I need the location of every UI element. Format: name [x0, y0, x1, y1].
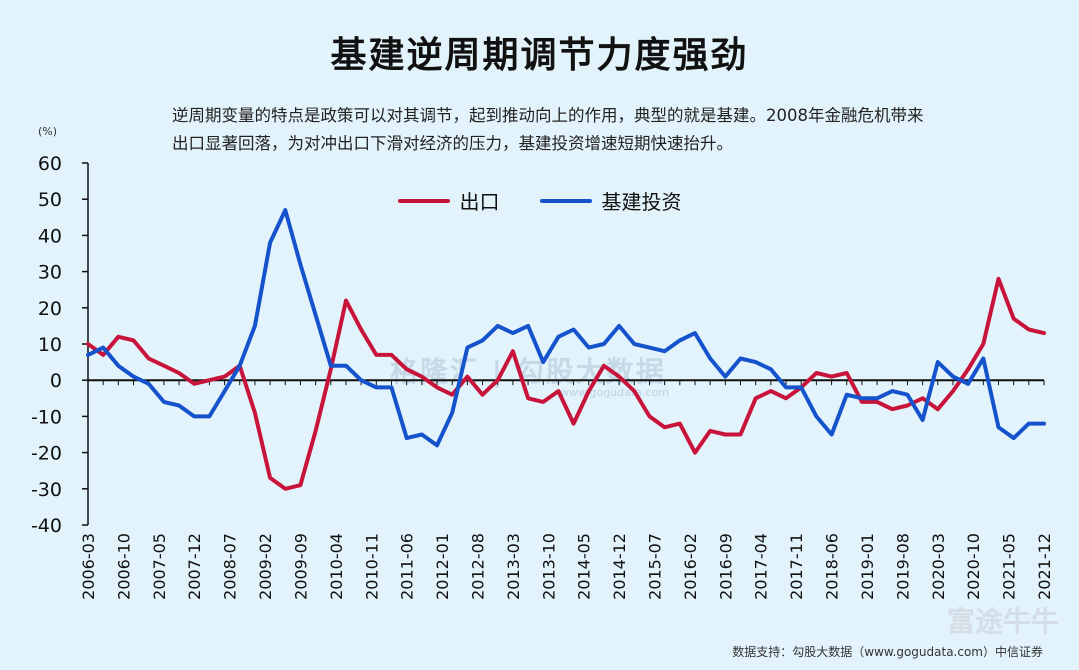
- x-tick-label: 2006-10: [114, 533, 133, 600]
- x-tick-label: 2011-06: [398, 533, 417, 600]
- watermark-corner: 富途牛牛: [946, 605, 1059, 638]
- y-axis-unit: (%): [38, 125, 58, 138]
- x-tick-label: 2010-04: [327, 533, 346, 600]
- y-tick-label: -10: [31, 406, 62, 428]
- x-tick-label: 2020-03: [929, 533, 948, 600]
- legend-label-infra: 基建投资: [601, 190, 682, 214]
- y-tick-label: -40: [31, 515, 62, 537]
- x-tick-label: 2009-09: [291, 533, 310, 600]
- y-tick-label: 60: [38, 153, 62, 175]
- x-tick-label: 2019-08: [893, 533, 912, 600]
- x-tick-label: 2016-09: [716, 533, 735, 600]
- legend-swatch-export: [397, 198, 450, 203]
- y-tick-label: 40: [38, 225, 62, 247]
- y-tick-label: 50: [38, 189, 62, 211]
- y-tick-label: 30: [38, 262, 62, 284]
- watermark-center: 格隆汇 | 勾股大数据: [390, 355, 666, 388]
- x-tick-label: 2013-10: [539, 533, 558, 600]
- legend-item-export[interactable]: 出口: [397, 186, 500, 215]
- y-tick-label: -20: [31, 443, 62, 465]
- x-tick-label: 2006-03: [79, 533, 98, 600]
- x-tick-label: 2014-05: [575, 533, 594, 600]
- x-tick-label: 2019-01: [858, 533, 877, 600]
- x-tick-label: 2007-12: [185, 533, 204, 600]
- x-tick-label: 2018-06: [823, 533, 842, 600]
- x-tick-label: 2015-07: [646, 533, 665, 600]
- legend-swatch-infra: [539, 198, 592, 203]
- x-tick-label: 2013-03: [504, 533, 523, 600]
- series-line-infra: [86, 208, 1046, 448]
- x-tick-label: 2016-02: [681, 533, 700, 600]
- x-tick-label: 2020-10: [964, 533, 983, 600]
- x-tick-label: 2021-05: [1000, 533, 1019, 600]
- y-tick-label: 0: [50, 370, 62, 392]
- y-tick-label: -30: [31, 479, 62, 501]
- x-tick-label: 2017-04: [752, 533, 771, 600]
- y-tick-label: 10: [38, 334, 62, 356]
- source-footer: 数据支持：勾股大数据（www.gogudata.com）中信证券: [732, 645, 1043, 659]
- chart-legend: 出口 基建投资: [0, 186, 1079, 215]
- x-tick-label: 2007-05: [150, 533, 169, 600]
- x-tick-label: 2012-01: [433, 533, 452, 600]
- x-tick-label: 2009-02: [256, 533, 275, 600]
- x-tick-label: 2010-11: [362, 533, 381, 600]
- page-title: 基建逆周期调节力度强劲: [330, 35, 749, 76]
- series-line-export: [86, 276, 1046, 491]
- y-tick-label: 20: [38, 298, 62, 320]
- legend-item-infra[interactable]: 基建投资: [539, 186, 682, 215]
- legend-label-export: 出口: [459, 190, 500, 214]
- x-tick-label: 2008-07: [221, 533, 240, 600]
- chart-subtitle: 逆周期变量的特点是政策可以对其调节，起到推动向上的作用，典型的就是基建。2008…: [172, 106, 924, 153]
- x-tick-label: 2017-11: [787, 533, 806, 600]
- x-tick-label: 2014-12: [610, 533, 629, 600]
- x-tick-label: 2012-08: [468, 533, 487, 600]
- x-tick-label: 2021-12: [1035, 533, 1054, 600]
